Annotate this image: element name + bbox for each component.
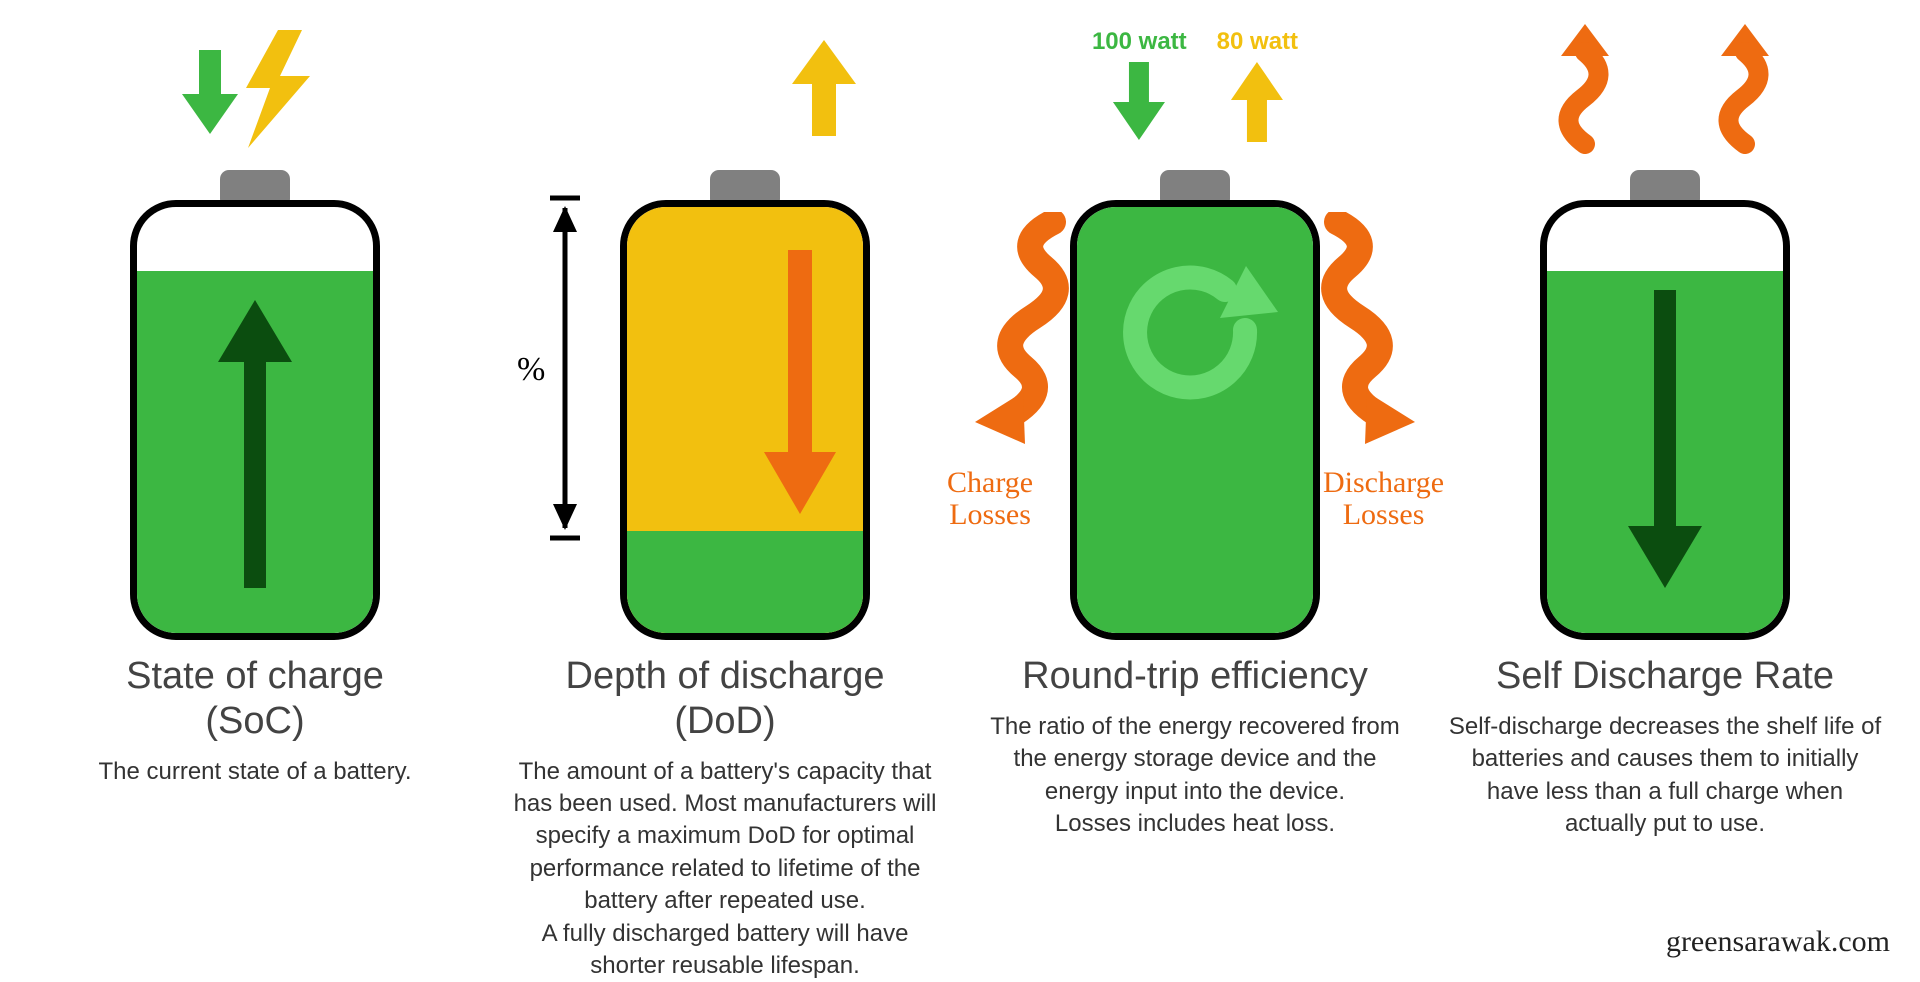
- rte-top-labels: 100 watt 80 watt: [1092, 28, 1298, 146]
- rte-yellow-up-icon: [1227, 56, 1287, 146]
- sdr-battery: [1540, 200, 1790, 640]
- soc-battery: [130, 200, 380, 640]
- rte-green-down-icon: [1109, 56, 1169, 146]
- rte-watt-out: 80 watt: [1217, 28, 1298, 56]
- panel-dod: % Depth of discharge(DoD) The amount of …: [499, 20, 950, 982]
- rte-discharge-loss-icon: [1317, 212, 1437, 472]
- panel-dod-title: Depth of discharge(DoD): [566, 654, 885, 744]
- rte-watt-in: 100 watt: [1092, 28, 1187, 56]
- panel-rte-visual: 100 watt 80 watt: [969, 20, 1420, 640]
- credit-label: greensarawak.com: [1666, 925, 1890, 959]
- soc-inner-arrow-icon: [130, 200, 380, 640]
- dod-battery: [620, 200, 870, 640]
- bolt-icon: [246, 30, 310, 148]
- panel-sdr-title: Self Discharge Rate: [1496, 654, 1834, 699]
- rte-discharge-loss-label: DischargeLosses: [1323, 467, 1444, 530]
- panel-rte-title: Round-trip efficiency: [1022, 654, 1368, 699]
- panel-rte: 100 watt 80 watt: [969, 20, 1420, 840]
- panel-soc: State of charge(SoC) The current state o…: [29, 20, 480, 788]
- dod-percent-label: %: [517, 351, 545, 388]
- panel-soc-title: State of charge(SoC): [126, 654, 384, 744]
- panel-sdr: Self Discharge Rate Self-discharge decre…: [1439, 20, 1890, 840]
- rte-charge-loss-label: ChargeLosses: [947, 467, 1033, 530]
- panel-soc-visual: [29, 20, 480, 640]
- infographic-stage: State of charge(SoC) The current state o…: [0, 0, 1920, 979]
- panel-soc-desc: The current state of a battery.: [98, 756, 411, 788]
- panel-dod-visual: %: [499, 20, 950, 640]
- panel-dod-desc: The amount of a battery's capacity that …: [505, 756, 945, 982]
- sdr-heat-icon: [1535, 20, 1795, 170]
- dod-inner-arrow-icon: [620, 200, 870, 640]
- rte-battery: 80 100 x 100 = 80%: [1070, 200, 1320, 640]
- panel-sdr-visual: [1439, 20, 1890, 640]
- panel-rte-desc: The ratio of the energy recovered from t…: [975, 711, 1415, 841]
- rte-charge-loss-icon: [953, 212, 1073, 472]
- panel-sdr-desc: Self-discharge decreases the shelf life …: [1445, 711, 1885, 841]
- rte-cycle-arrow-icon: [1070, 200, 1320, 640]
- soc-top-icons: [170, 30, 340, 160]
- dod-measure-icon: %: [505, 180, 595, 640]
- sdr-inner-arrow-icon: [1540, 200, 1790, 640]
- dod-top-arrow-icon: [784, 40, 864, 160]
